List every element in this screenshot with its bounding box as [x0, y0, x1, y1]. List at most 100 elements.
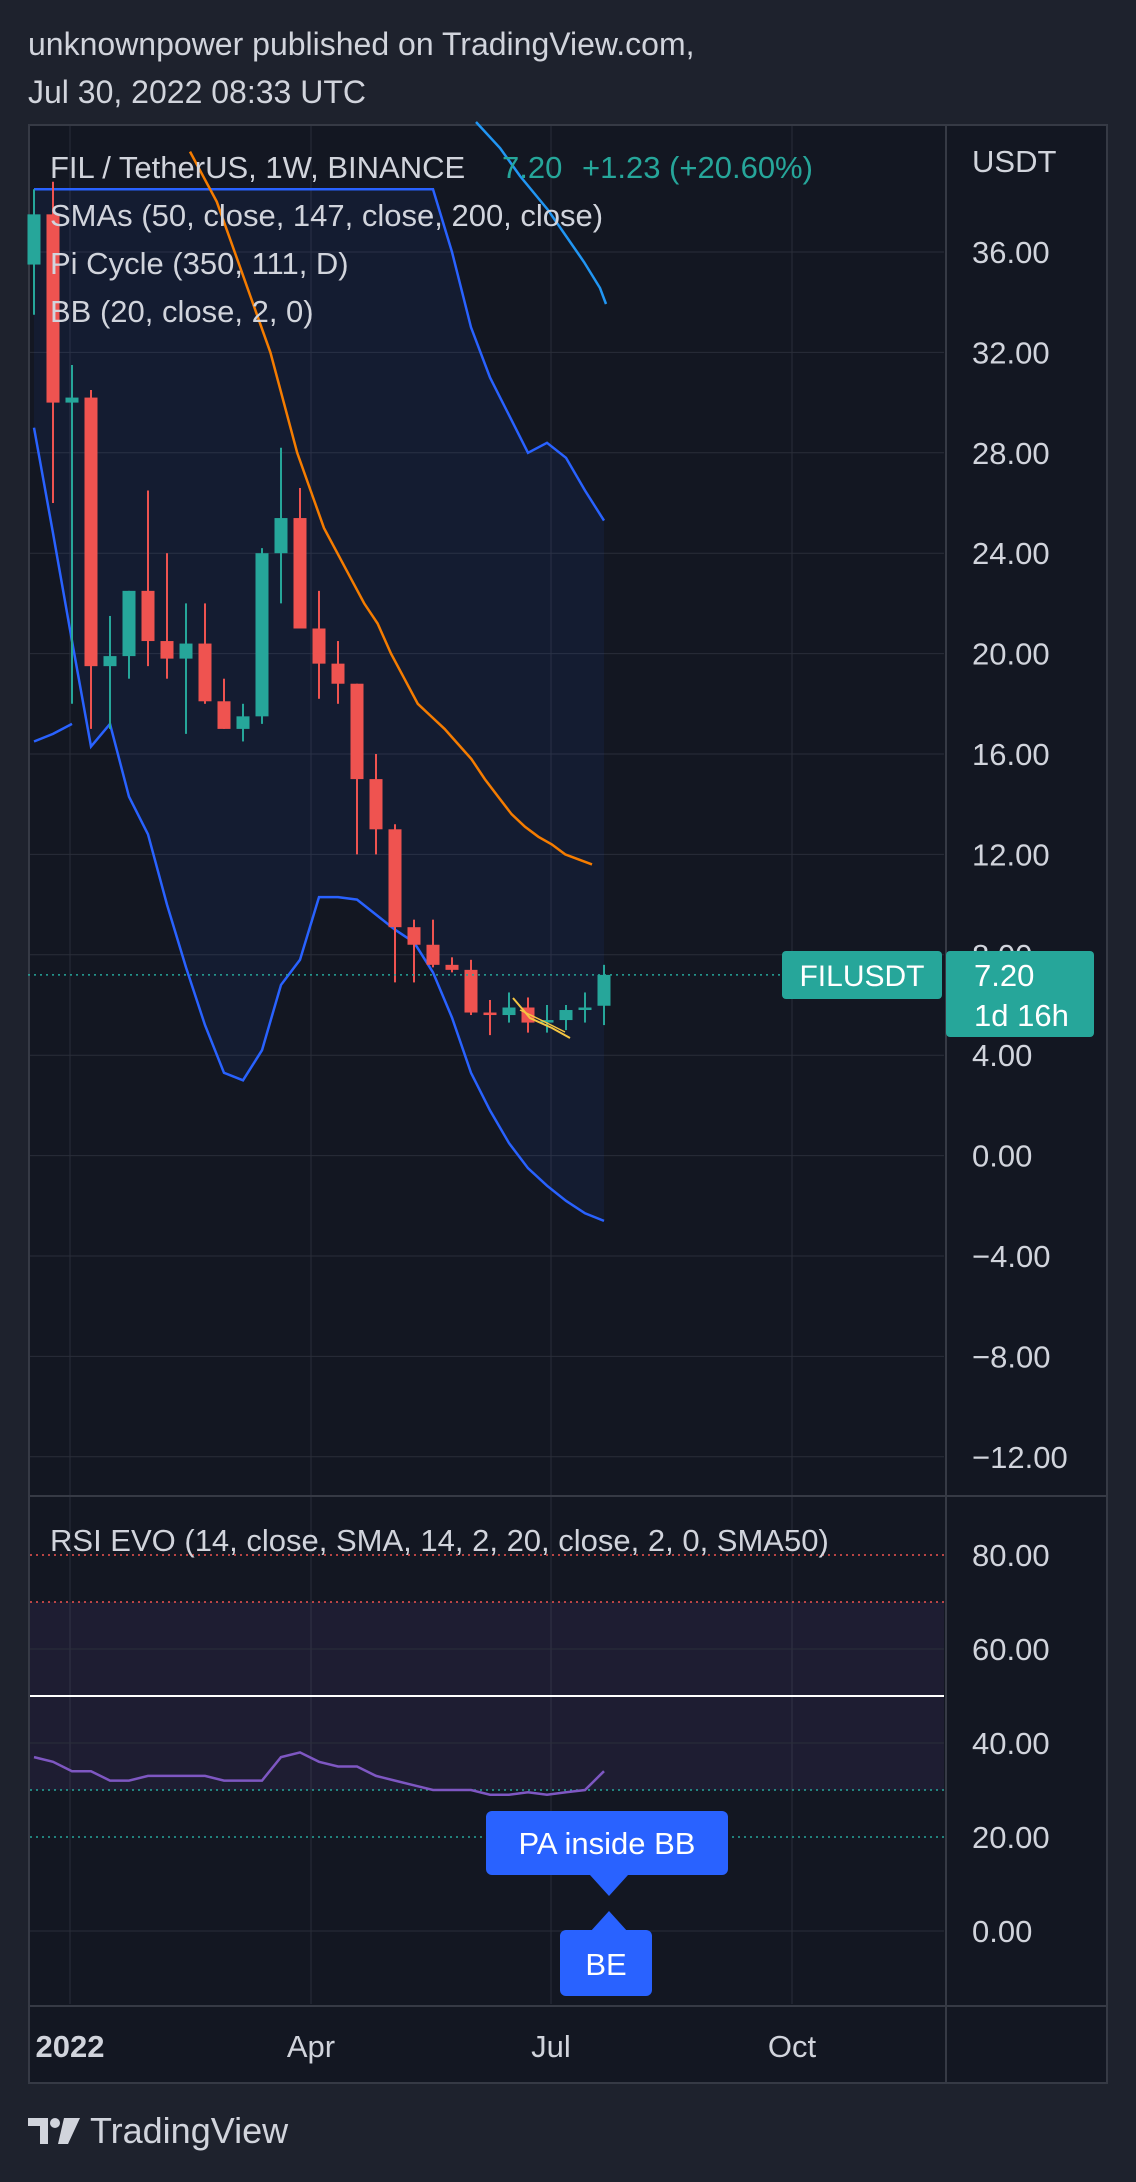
- time-tick-label: 2022: [36, 2029, 105, 2064]
- candle: [578, 992, 592, 1023]
- rsi-pane: [30, 1554, 944, 1932]
- candle-body: [312, 628, 326, 664]
- rsi-axis: 80.00 60.00 40.00 20.00 0.00: [972, 1538, 1050, 1949]
- candle-body: [502, 1007, 516, 1016]
- candle: [331, 641, 345, 704]
- candle-body: [27, 214, 41, 265]
- candle-body: [84, 397, 98, 667]
- pattern-mark: [512, 997, 571, 1039]
- rsi-tick-label: 80.00: [972, 1538, 1050, 1573]
- legend-symbol: FIL / TetherUS, 1W, BINANCE: [50, 150, 465, 185]
- candle: [350, 683, 364, 855]
- candle: [559, 1005, 573, 1031]
- publisher-header: unknownpower published on TradingView.co…: [28, 20, 695, 116]
- price-badge: [946, 951, 1094, 1037]
- price-tick-label: −4.00: [972, 1239, 1050, 1274]
- price-tick-label: −12.00: [972, 1440, 1068, 1475]
- candle-body: [274, 518, 288, 554]
- price-tick-label: −8.00: [972, 1339, 1050, 1374]
- legend-smas: SMAs (50, close, 147, close, 200, close): [50, 198, 603, 233]
- candle-body: [255, 553, 269, 717]
- price-tick-label: 32.00: [972, 335, 1050, 370]
- price-tick-label: 36.00: [972, 235, 1050, 270]
- candle: [179, 603, 193, 734]
- rsi-tick-label: 40.00: [972, 1726, 1050, 1761]
- legend-bb: BB (20, close, 2, 0): [50, 294, 314, 329]
- price-tick-label: 28.00: [972, 436, 1050, 471]
- bollinger-middle-line: [33, 722, 73, 743]
- candle-body: [141, 590, 155, 642]
- candle: [236, 703, 250, 742]
- be-label-pointer: [590, 1911, 628, 1932]
- candle: [407, 919, 421, 983]
- rsi-line: [33, 1751, 605, 1796]
- candle: [426, 919, 440, 968]
- currency-label: USDT: [972, 144, 1056, 179]
- publisher-line: unknownpower published on TradingView.co…: [28, 26, 695, 62]
- bollinger-band-fill: [34, 189, 604, 1221]
- legend-rsi: RSI EVO (14, close, SMA, 14, 2, 20, clos…: [50, 1523, 829, 1558]
- price-tick-label: 0.00: [972, 1139, 1032, 1174]
- candle-body: [122, 590, 136, 657]
- candle-body: [160, 641, 174, 659]
- time-axis: 2022 Apr Jul Oct: [36, 2029, 817, 2064]
- time-tick-label: Oct: [768, 2029, 817, 2064]
- candle-body: [331, 663, 345, 684]
- brand-name: TradingView: [90, 2110, 289, 2151]
- candle-body: [559, 1010, 573, 1021]
- candle-body: [103, 656, 117, 667]
- candles: [27, 181, 611, 1036]
- candle-body: [578, 1007, 592, 1011]
- candle-body: [445, 964, 459, 970]
- candle: [388, 824, 402, 983]
- candle-body: [483, 1012, 497, 1016]
- candle-body: [540, 1020, 554, 1023]
- candle-body: [293, 518, 307, 629]
- candle-body: [236, 716, 250, 729]
- legend-pi-cycle: Pi Cycle (350, 111, D): [50, 246, 349, 281]
- candle-body: [217, 701, 231, 729]
- candle-body: [407, 927, 421, 945]
- legend-price: 7.20: [502, 150, 562, 185]
- sma-blue-line: [475, 121, 608, 305]
- candle: [65, 364, 79, 704]
- candle: [84, 390, 98, 729]
- price-tick-label: 20.00: [972, 637, 1050, 672]
- candle-body: [426, 944, 440, 965]
- pa-inside-bb-label[interactable]: [486, 1811, 728, 1875]
- candle: [445, 957, 459, 973]
- price-tick-label: 12.00: [972, 837, 1050, 872]
- sma-orange-line: [188, 151, 593, 866]
- symbol-badge: [782, 951, 942, 999]
- chart-frame[interactable]: [28, 124, 1108, 2084]
- price-tick-label: 16.00: [972, 737, 1050, 772]
- bollinger-upper-line: [34, 188, 606, 522]
- candle-body: [597, 974, 611, 1006]
- candle-body: [388, 829, 402, 928]
- price-badge-countdown: 1d 16h: [974, 998, 1069, 1033]
- candle: [217, 678, 231, 729]
- pattern-mark-2: [519, 1009, 566, 1033]
- candle: [483, 999, 497, 1036]
- candle: [27, 189, 41, 315]
- candle-body: [46, 214, 60, 403]
- candle: [141, 490, 155, 667]
- candle: [312, 590, 326, 699]
- candle: [198, 603, 212, 704]
- time-tick-label: Apr: [287, 2029, 335, 2064]
- price-tick-label: 4.00: [972, 1038, 1032, 1073]
- candle: [369, 754, 383, 855]
- price-tick-label: 24.00: [972, 536, 1050, 571]
- candle-body: [198, 643, 212, 702]
- be-label[interactable]: [560, 1930, 652, 1996]
- candle-body: [65, 397, 79, 403]
- candle-body: [179, 643, 193, 659]
- candle: [464, 959, 478, 1016]
- pa-label-pointer: [590, 1875, 628, 1896]
- rsi-tick-label: 0.00: [972, 1914, 1032, 1949]
- candle-body: [350, 683, 364, 780]
- bollinger-lower-line: [32, 427, 605, 1223]
- rsi-tick-label: 20.00: [972, 1820, 1050, 1855]
- candle: [122, 590, 136, 679]
